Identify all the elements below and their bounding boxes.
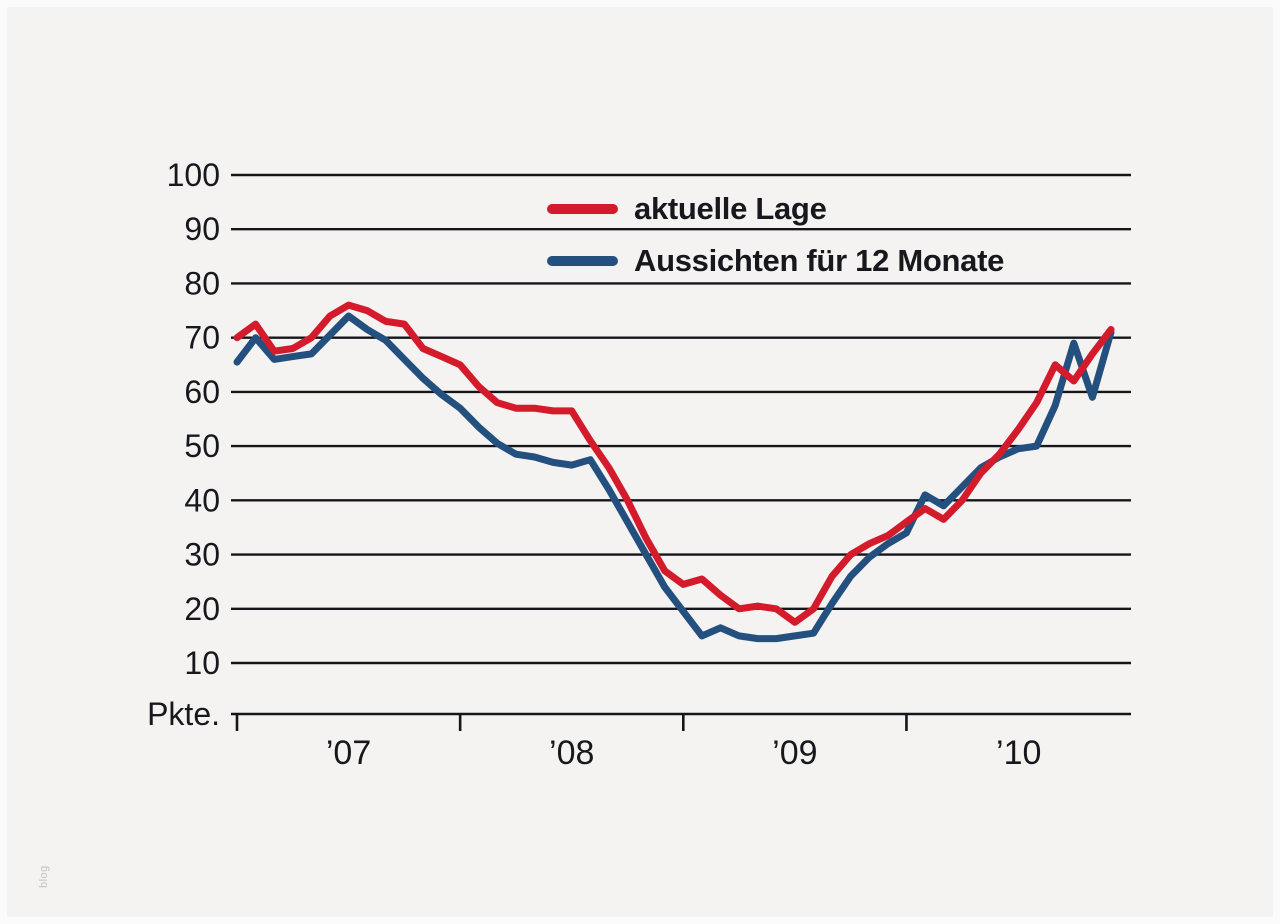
y-tick-label-20: 20 <box>184 591 220 627</box>
legend-swatch-blue-line-icon <box>547 256 618 266</box>
x-tick-label-10: ’10 <box>996 734 1041 772</box>
x-tick-label-08: ’08 <box>549 734 594 772</box>
legend: aktuelle Lage Aussichten für 12 Monate <box>547 188 1004 282</box>
y-tick-label-80: 80 <box>184 265 220 301</box>
y-tick-label-90: 90 <box>184 211 220 247</box>
legend-swatch-red-line-icon <box>547 204 618 214</box>
legend-label-aussichten: Aussichten für 12 Monate <box>634 243 1005 278</box>
y-axis-unit-label: Pkte. <box>147 696 220 732</box>
x-tick-label-07: ’07 <box>326 734 371 772</box>
line-chart-svg: 10 20 30 40 50 60 70 80 90 100 Pkte. ’07 ’08 ’09 ’10 <box>147 157 1131 772</box>
x-tick-label-09: ’09 <box>772 734 817 772</box>
y-tick-label-30: 30 <box>184 537 220 573</box>
y-tick-label-60: 60 <box>184 374 220 410</box>
y-tick-label-50: 50 <box>184 428 220 464</box>
legend-item-aussichten: Aussichten für 12 Monate <box>547 240 1004 282</box>
series-line-aktuelle-lage <box>233 301 1115 626</box>
legend-item-aktuelle-lage: aktuelle Lage <box>547 188 1004 230</box>
watermark-text: blog <box>38 865 50 888</box>
y-tick-label-40: 40 <box>184 482 220 518</box>
legend-label-aktuelle-lage: aktuelle Lage <box>634 191 827 226</box>
series-line-aussichten <box>233 312 1115 643</box>
y-tick-label-100: 100 <box>167 157 220 193</box>
y-tick-label-70: 70 <box>184 320 220 356</box>
y-tick-label-10: 10 <box>184 645 220 681</box>
